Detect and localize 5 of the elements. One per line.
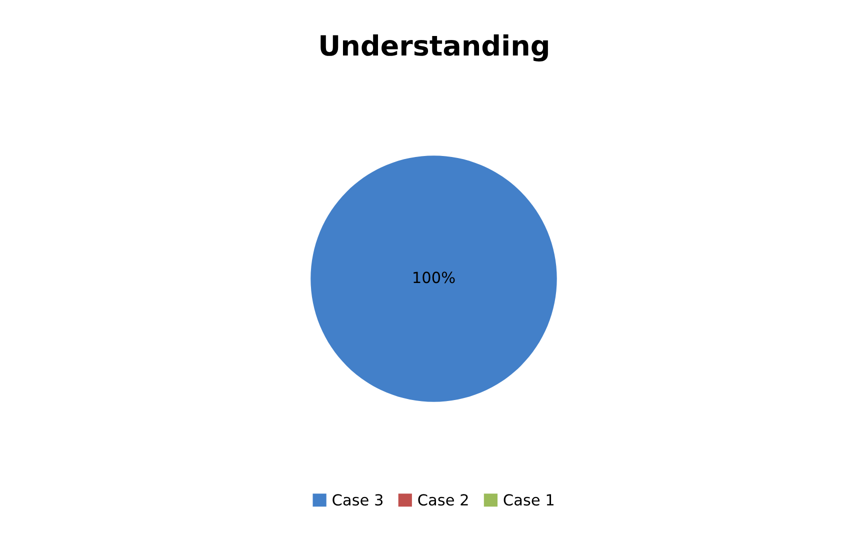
- legend-label: Case 2: [418, 494, 468, 506]
- legend-label: Case 1: [504, 494, 554, 506]
- chart-title: Understanding: [320, 34, 548, 62]
- data-label: 100%: [414, 272, 455, 284]
- legend-label: Case 3: [332, 494, 383, 506]
